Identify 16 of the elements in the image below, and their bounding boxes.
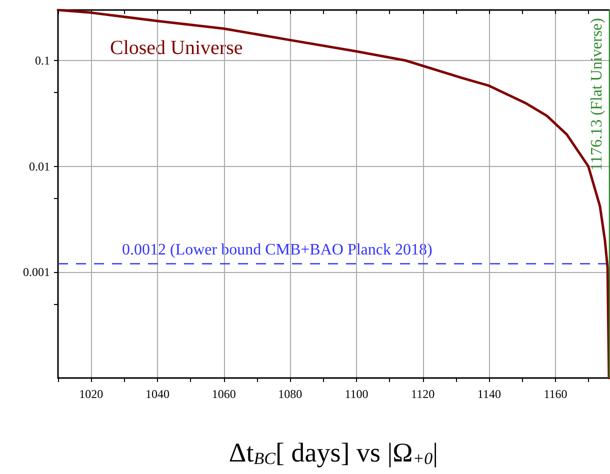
ref-line-label: 0.0012 (Lower bound CMB+BAO Planck 2018) — [122, 241, 432, 258]
x-tick-label: 1140 — [477, 387, 501, 401]
x-axis-title: ΔtBC[ days] vs |Ω+0| — [228, 438, 438, 468]
y-tick-label: 0.1 — [35, 53, 50, 68]
y-tick-label: 0.01 — [29, 159, 50, 174]
x-tick-label: 1020 — [79, 387, 104, 401]
ref-line-label: 1176.13 (Flat Universe) — [588, 18, 606, 171]
x-tick-label: 1100 — [344, 387, 368, 401]
series-label: Closed Universe — [110, 37, 243, 59]
x-tick-label: 1060 — [212, 387, 236, 401]
line-series — [56, 8, 610, 380]
y-tick-label: 0.001 — [23, 265, 50, 280]
x-tick-label: 1080 — [278, 387, 302, 401]
x-tick-label: 1160 — [544, 387, 568, 401]
x-tick-label: 1120 — [411, 387, 435, 401]
x-tick-label: 1040 — [146, 387, 170, 401]
